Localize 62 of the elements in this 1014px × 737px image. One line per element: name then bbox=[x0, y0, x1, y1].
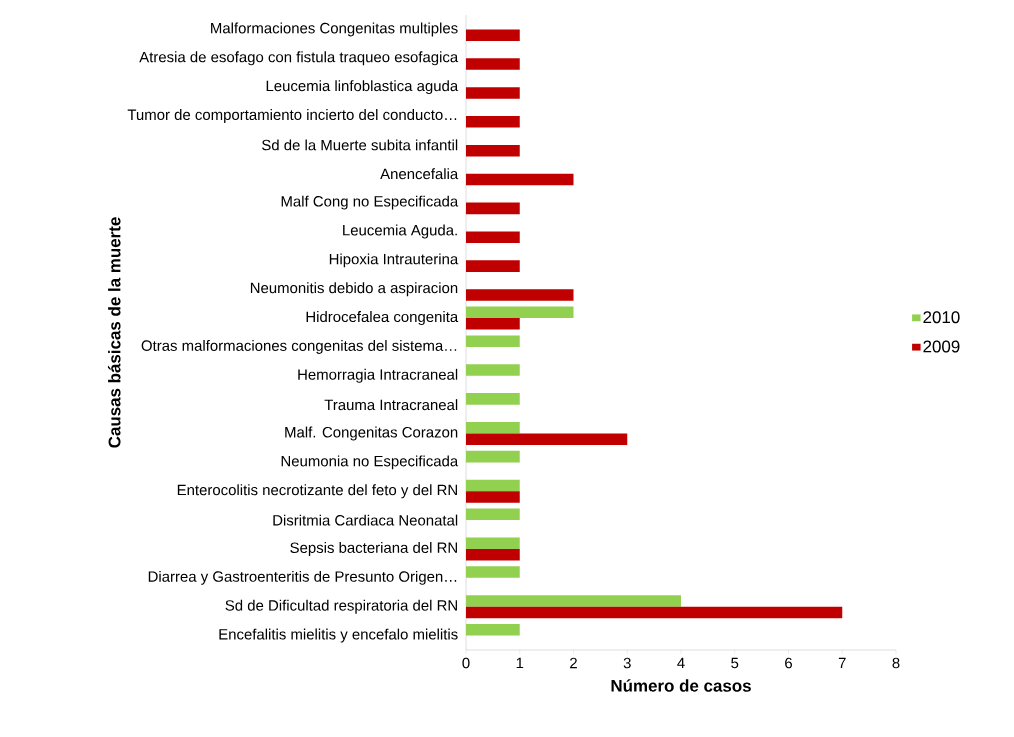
x-axis-title: Número de casos bbox=[611, 679, 751, 692]
bar bbox=[466, 29, 520, 41]
bar bbox=[466, 450, 520, 463]
y-tick-label: Malformaciones Congenitas multiples bbox=[211, 22, 458, 37]
y-tick-label: Anencefalia bbox=[380, 168, 459, 180]
y-tick-label: Trauma Intracraneal bbox=[324, 399, 458, 411]
y-tick-label: Malf Cong no Especificada bbox=[281, 195, 459, 210]
y-tick-label: Sepsis bacteriana del RN bbox=[290, 542, 457, 556]
x-tick-label: 6 bbox=[785, 657, 792, 669]
bar bbox=[466, 289, 574, 301]
y-tick-label: Leucemia Aguda. bbox=[343, 224, 457, 239]
x-tick-label: 1 bbox=[516, 657, 524, 669]
y-tick-label: Leucemia linfoblastica aguda bbox=[266, 80, 459, 95]
y-tick-label: Atresia de esofago con fistula traqueo esofagica bbox=[139, 51, 459, 66]
bar bbox=[466, 231, 520, 244]
y-tick-label: Otras malformaciones congenitas del sistema… bbox=[141, 339, 457, 354]
bar bbox=[466, 306, 574, 319]
y-tick-label: Hidrocefalea congenita bbox=[306, 311, 459, 326]
x-tick-label: 0 bbox=[462, 657, 470, 669]
bar bbox=[466, 421, 520, 434]
x-tick-label: 3 bbox=[623, 657, 631, 669]
x-tick-label: 8 bbox=[892, 657, 900, 669]
y-tick-label: Diarrea y Gastroenteritis de Presunto Origen… bbox=[148, 570, 457, 585]
y-tick-label: Neumonia no Especificada bbox=[281, 455, 459, 470]
y-tick-label: Enterocolitis necrotizante del feto y del RN bbox=[177, 484, 457, 499]
bar bbox=[466, 548, 520, 561]
y-tick-label: Disritmia Cardiaca Neonatal bbox=[273, 514, 458, 526]
bar bbox=[466, 537, 520, 549]
bar bbox=[466, 508, 520, 521]
bar bbox=[466, 173, 574, 186]
y-axis-title: Causas básicas de la muerte bbox=[107, 217, 121, 448]
y-tick-label: Encefalitis mielitis y encefalo mielitis bbox=[219, 628, 458, 643]
bar bbox=[466, 318, 520, 330]
bar bbox=[466, 595, 681, 607]
y-tick-label: Neumonitis debido a aspiracion bbox=[250, 282, 458, 297]
y-tick-label: Malf. Congenitas Corazon bbox=[285, 426, 458, 441]
bar bbox=[466, 260, 520, 272]
bar bbox=[466, 87, 520, 99]
bar bbox=[466, 624, 520, 636]
bar bbox=[466, 606, 843, 619]
y-tick-label: Sd de la Muerte subita infantil bbox=[262, 139, 458, 151]
x-tick-label: 5 bbox=[731, 657, 739, 669]
bar bbox=[466, 491, 520, 503]
y-tick-label: Hipoxia Intrauterina bbox=[329, 253, 459, 268]
bar bbox=[466, 202, 520, 215]
bar bbox=[466, 393, 520, 405]
x-tick-label: 2 bbox=[570, 657, 577, 669]
bar bbox=[466, 144, 520, 157]
bar bbox=[466, 479, 520, 492]
x-tick-label: 4 bbox=[677, 657, 685, 669]
y-tick-label: Sd de Dificultad respiratoria del RN bbox=[225, 599, 457, 614]
bar bbox=[466, 116, 520, 128]
legend-label: 2009 bbox=[923, 340, 960, 353]
bar bbox=[466, 335, 520, 347]
y-tick-label: Tumor de comportamiento incierto del conducto… bbox=[127, 109, 457, 123]
bar bbox=[466, 58, 520, 70]
bar bbox=[466, 433, 628, 446]
bar bbox=[466, 364, 520, 376]
bar bbox=[466, 566, 520, 578]
y-tick-label: Hemorragia Intracraneal bbox=[298, 368, 458, 383]
x-tick-label: 7 bbox=[838, 657, 846, 669]
legend-label: 2010 bbox=[923, 311, 960, 324]
